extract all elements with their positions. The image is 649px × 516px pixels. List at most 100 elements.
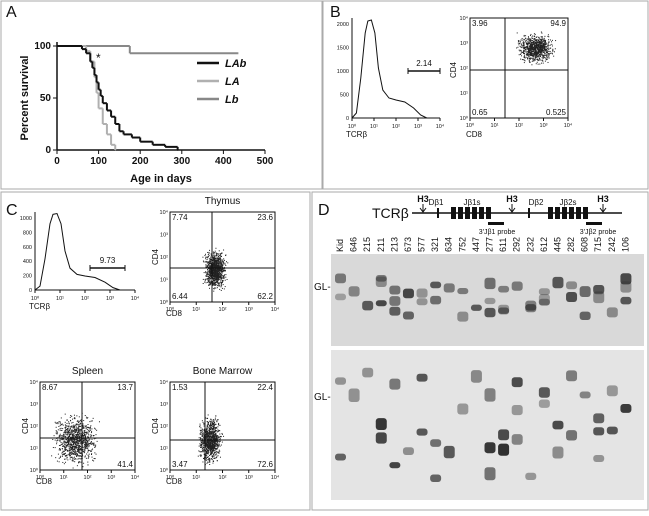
event-dot bbox=[62, 438, 63, 439]
event-dot bbox=[85, 443, 86, 444]
event-dot bbox=[538, 64, 539, 65]
band bbox=[485, 298, 496, 304]
event-dot bbox=[62, 456, 63, 457]
event-dot bbox=[219, 275, 220, 276]
event-dot bbox=[535, 42, 536, 43]
event-dot bbox=[214, 427, 215, 428]
event-dot bbox=[208, 452, 209, 453]
event-dot bbox=[208, 264, 209, 265]
event-dot bbox=[65, 441, 66, 442]
x-tick-label: 100 bbox=[90, 156, 107, 167]
band bbox=[512, 434, 523, 445]
event-dot bbox=[531, 44, 532, 45]
event-dot bbox=[80, 420, 81, 421]
event-dot bbox=[551, 53, 552, 54]
event-dot bbox=[213, 284, 214, 285]
event-dot bbox=[546, 59, 547, 60]
event-dot bbox=[537, 45, 538, 46]
event-dot bbox=[91, 444, 92, 445]
band bbox=[403, 312, 414, 320]
event-dot bbox=[208, 442, 209, 443]
event-dot bbox=[542, 47, 543, 48]
event-dot bbox=[540, 43, 541, 44]
event-dot bbox=[95, 434, 96, 435]
event-dot bbox=[220, 260, 221, 261]
segment-label: Jβ2s bbox=[559, 198, 576, 207]
event-dot bbox=[206, 463, 207, 464]
event-dot bbox=[56, 431, 57, 432]
event-dot bbox=[204, 272, 205, 273]
event-dot bbox=[91, 428, 92, 429]
event-dot bbox=[59, 439, 60, 440]
quadrant-value: 0.65 bbox=[472, 108, 488, 117]
event-dot bbox=[66, 443, 67, 444]
event-dot bbox=[213, 426, 214, 427]
event-dot bbox=[201, 430, 202, 431]
event-dot bbox=[70, 452, 71, 453]
gate-value: 2.14 bbox=[416, 59, 432, 68]
event-dot bbox=[209, 432, 210, 433]
event-dot bbox=[218, 441, 219, 442]
event-dot bbox=[84, 426, 85, 427]
event-dot bbox=[210, 266, 211, 267]
event-dot bbox=[75, 425, 76, 426]
event-dot bbox=[74, 461, 75, 462]
event-dot bbox=[209, 253, 210, 254]
band bbox=[389, 462, 400, 468]
band bbox=[457, 312, 468, 322]
event-dot bbox=[63, 434, 64, 435]
y-axis-label: CD4 bbox=[449, 61, 458, 78]
event-dot bbox=[83, 428, 84, 429]
event-dot bbox=[523, 39, 524, 40]
event-dot bbox=[91, 441, 92, 442]
y-tick-label: 10⁰ bbox=[30, 467, 39, 474]
event-dot bbox=[61, 424, 62, 425]
event-dot bbox=[75, 443, 76, 444]
event-dot bbox=[534, 46, 535, 47]
event-dot bbox=[212, 453, 213, 454]
event-dot bbox=[540, 52, 541, 53]
event-dot bbox=[210, 283, 211, 284]
event-dot bbox=[218, 259, 219, 260]
event-dot bbox=[61, 430, 62, 431]
event-dot bbox=[220, 438, 221, 439]
event-dot bbox=[221, 256, 222, 257]
band bbox=[593, 427, 604, 435]
legend-label: LAb bbox=[225, 58, 247, 70]
event-dot bbox=[213, 424, 214, 425]
event-dot bbox=[57, 440, 58, 441]
band bbox=[444, 446, 455, 458]
event-dot bbox=[209, 438, 210, 439]
band bbox=[566, 430, 577, 440]
event-dot bbox=[533, 54, 534, 55]
event-dot bbox=[547, 46, 548, 47]
event-dot bbox=[80, 431, 81, 432]
event-dot bbox=[206, 273, 207, 274]
band bbox=[430, 296, 441, 304]
event-dot bbox=[68, 454, 69, 455]
event-dot bbox=[61, 453, 62, 454]
event-dot bbox=[209, 279, 210, 280]
event-dot bbox=[77, 465, 78, 466]
x-tick-label: 10³ bbox=[540, 123, 548, 129]
event-dot bbox=[541, 40, 542, 41]
event-dot bbox=[214, 255, 215, 256]
event-dot bbox=[221, 263, 222, 264]
event-dot bbox=[218, 437, 219, 438]
quadrant-value: 41.4 bbox=[117, 460, 133, 469]
event-dot bbox=[529, 45, 530, 46]
event-dot bbox=[544, 55, 545, 56]
event-dot bbox=[56, 423, 57, 424]
event-dot bbox=[90, 434, 91, 435]
event-dot bbox=[86, 458, 87, 459]
event-dot bbox=[217, 441, 218, 442]
event-dot bbox=[532, 48, 533, 49]
event-dot bbox=[66, 455, 67, 456]
event-dot bbox=[219, 450, 220, 451]
event-dot bbox=[210, 260, 211, 261]
event-dot bbox=[75, 431, 76, 432]
event-dot bbox=[223, 278, 224, 279]
event-dot bbox=[215, 433, 216, 434]
event-dot bbox=[212, 262, 213, 263]
